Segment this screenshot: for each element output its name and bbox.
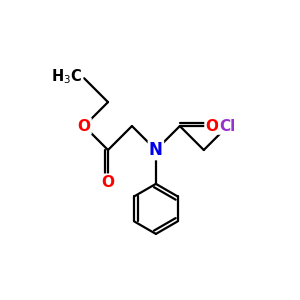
Text: O: O [101, 175, 115, 190]
Text: Cl: Cl [220, 118, 236, 134]
Text: N: N [149, 141, 163, 159]
Text: H$_3$C: H$_3$C [51, 67, 82, 86]
Text: O: O [78, 118, 91, 134]
Text: O: O [206, 118, 218, 134]
